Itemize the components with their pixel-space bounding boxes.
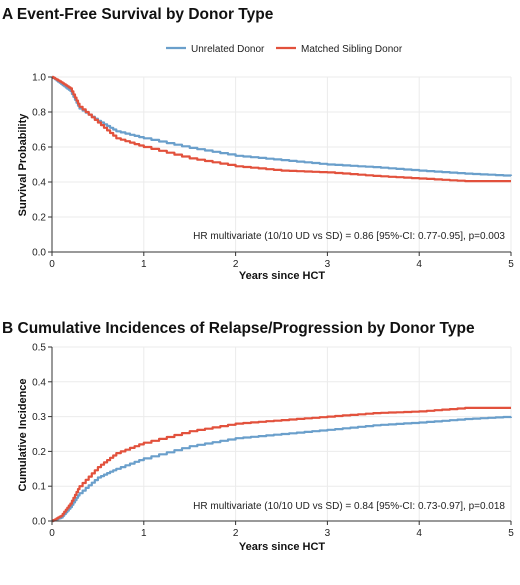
panel-b-y-axis-title: Cumulative Incidence bbox=[17, 378, 29, 491]
panel-a-y-tick-label: 0.2 bbox=[32, 213, 46, 224]
panel-b-x-axis-title: Years since HCT bbox=[239, 541, 325, 553]
panel-a-x-tick-label: 5 bbox=[508, 259, 514, 270]
panel-a-y-tick-label: 0.6 bbox=[32, 143, 46, 154]
legend: Unrelated Donor Matched Sibling Donor bbox=[166, 44, 403, 55]
panel-b-y-tick-label: 0.0 bbox=[32, 517, 46, 528]
panel-a-y-axis-title: Survival Probability bbox=[17, 113, 29, 217]
panel-b-title: B Cumulative Incidences of Relapse/Progr… bbox=[2, 320, 475, 337]
panel-b-annotation: HR multivariate (10/10 UD vs SD) = 0.84 … bbox=[193, 501, 505, 512]
panel-b-y-tick-label: 0.3 bbox=[32, 412, 46, 423]
panel-a-y-tick-label: 1.0 bbox=[32, 73, 46, 84]
panel-b-y-tick-label: 0.1 bbox=[32, 482, 46, 493]
panel-a-series-sibling-line bbox=[52, 75, 511, 183]
panel-b-plot: 0 1 2 3 4 5 0.0 0.1 0.2 0.3 0.4 0.5 bbox=[32, 343, 514, 540]
panel-a-x-tick-label: 0 bbox=[49, 259, 55, 270]
panel-a-x-tick-label: 4 bbox=[416, 259, 422, 270]
panel-a-x-tick-label: 2 bbox=[233, 259, 239, 270]
legend-label-unrelated: Unrelated Donor bbox=[191, 44, 265, 55]
panel-b-x-tick-label: 3 bbox=[325, 528, 331, 539]
panel-a-y-tick-label: 0.4 bbox=[32, 178, 46, 189]
panel-a-x-axis-title: Years since HCT bbox=[239, 270, 325, 282]
panel-a-x-tick-label: 3 bbox=[325, 259, 331, 270]
panel-b-x-tick-label: 0 bbox=[49, 528, 55, 539]
panel-b-x-tick-label: 5 bbox=[508, 528, 514, 539]
panel-a-title: A Event-Free Survival by Donor Type bbox=[2, 6, 274, 23]
panel-b-x-tick-label: 4 bbox=[416, 528, 422, 539]
panel-b-series-sibling-line bbox=[52, 406, 511, 523]
panel-b-y-tick-label: 0.2 bbox=[32, 447, 46, 458]
panel-b-y-tick-label: 0.5 bbox=[32, 343, 46, 354]
panel-a-annotation: HR multivariate (10/10 UD vs SD) = 0.86 … bbox=[193, 231, 505, 242]
panel-a-plot: 0 1 2 3 4 5 0.0 0.2 0.4 0.6 0.8 1.0 bbox=[32, 73, 514, 271]
panel-a-series-unrelated-line bbox=[52, 75, 513, 177]
panel-b-series-unrelated-line bbox=[52, 415, 513, 523]
panel-a-x-tick-label: 1 bbox=[141, 259, 147, 270]
panel-b-x-tick-label: 1 bbox=[141, 528, 147, 539]
panel-a-y-tick-label: 0.8 bbox=[32, 108, 46, 119]
panel-a-y-tick-label: 0.0 bbox=[32, 248, 46, 259]
legend-label-sibling: Matched Sibling Donor bbox=[301, 44, 403, 55]
panel-b-x-tick-label: 2 bbox=[233, 528, 239, 539]
panel-b-y-tick-label: 0.4 bbox=[32, 377, 46, 388]
